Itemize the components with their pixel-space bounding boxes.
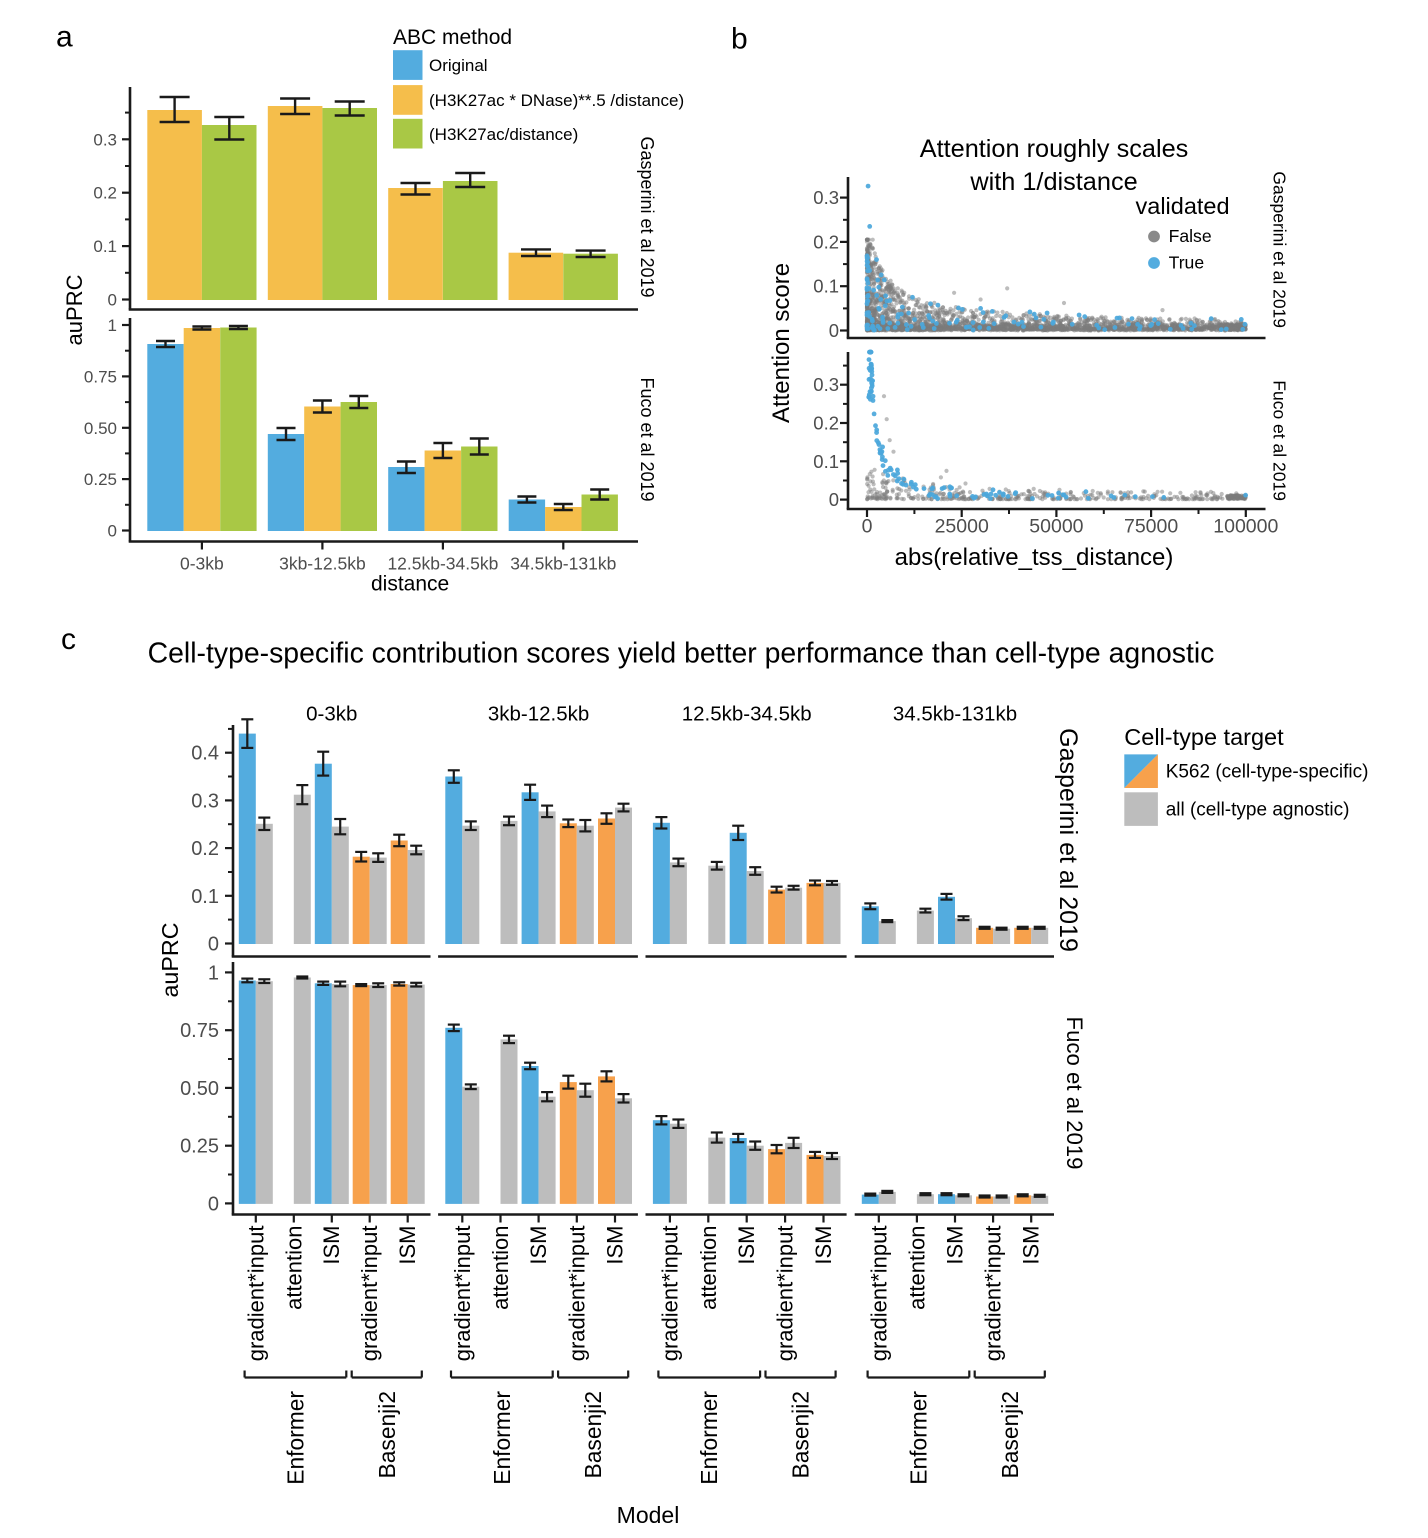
svg-text:0.3: 0.3 — [93, 130, 117, 149]
svg-text:0.1: 0.1 — [191, 886, 219, 908]
svg-text:a: a — [56, 21, 73, 54]
svg-text:0.50: 0.50 — [180, 1078, 219, 1100]
svg-text:gradient*input: gradient*input — [243, 1226, 268, 1362]
svg-text:0.75: 0.75 — [84, 367, 117, 386]
svg-text:gradient*input: gradient*input — [773, 1226, 798, 1362]
svg-text:0: 0 — [208, 934, 219, 956]
svg-text:12.5kb-34.5kb: 12.5kb-34.5kb — [387, 554, 498, 574]
svg-text:ISM: ISM — [319, 1226, 344, 1265]
svg-text:25000: 25000 — [935, 516, 989, 538]
svg-text:gradient*input: gradient*input — [866, 1226, 891, 1362]
svg-text:0.50: 0.50 — [84, 419, 117, 438]
svg-text:3kb-12.5kb: 3kb-12.5kb — [488, 703, 589, 726]
svg-text:75000: 75000 — [1124, 516, 1178, 538]
svg-text:attention: attention — [904, 1226, 929, 1310]
svg-text:(H3K27ac * DNase)**.5 /distanc: (H3K27ac * DNase)**.5 /distance) — [429, 91, 684, 110]
svg-text:1: 1 — [208, 962, 219, 984]
svg-text:ABC method: ABC method — [393, 26, 512, 49]
svg-text:auPRC: auPRC — [157, 922, 183, 997]
svg-text:0.2: 0.2 — [93, 184, 117, 203]
svg-text:auPRC: auPRC — [62, 274, 87, 345]
svg-text:Basenji2: Basenji2 — [788, 1391, 814, 1478]
svg-text:ISM: ISM — [1019, 1226, 1044, 1265]
svg-text:True: True — [1169, 252, 1205, 272]
svg-text:0: 0 — [108, 522, 117, 541]
svg-text:ISM: ISM — [943, 1226, 968, 1265]
svg-text:K562 (cell-type-specific): K562 (cell-type-specific) — [1166, 762, 1369, 783]
svg-text:Fuco et al 2019: Fuco et al 2019 — [637, 377, 657, 501]
svg-text:0.3: 0.3 — [813, 187, 839, 208]
svg-text:0.2: 0.2 — [191, 838, 219, 860]
svg-text:ISM: ISM — [811, 1226, 836, 1265]
svg-text:Fuco et al 2019: Fuco et al 2019 — [1270, 380, 1290, 501]
svg-text:Enformer: Enformer — [489, 1391, 515, 1485]
svg-text:False: False — [1169, 226, 1212, 246]
svg-text:Attention roughly scales: Attention roughly scales — [920, 135, 1189, 163]
svg-text:ISM: ISM — [526, 1226, 551, 1265]
svg-text:Model: Model — [617, 1502, 680, 1528]
svg-text:0.1: 0.1 — [93, 237, 117, 256]
svg-text:attention: attention — [281, 1226, 306, 1310]
svg-text:12.5kb-34.5kb: 12.5kb-34.5kb — [682, 703, 812, 726]
svg-text:100000: 100000 — [1213, 516, 1278, 538]
svg-text:50000: 50000 — [1029, 516, 1083, 538]
svg-text:c: c — [61, 623, 76, 656]
svg-text:gradient*input: gradient*input — [981, 1226, 1006, 1362]
svg-text:all (cell-type agnostic): all (cell-type agnostic) — [1166, 800, 1350, 821]
svg-text:0.2: 0.2 — [813, 413, 839, 434]
svg-text:34.5kb-131kb: 34.5kb-131kb — [893, 703, 1017, 726]
svg-text:1: 1 — [108, 316, 117, 335]
svg-text:Attention score: Attention score — [768, 263, 795, 423]
svg-text:Enformer: Enformer — [906, 1391, 932, 1485]
svg-text:0.75: 0.75 — [180, 1020, 219, 1042]
svg-text:0.25: 0.25 — [84, 470, 117, 489]
svg-text:abs(relative_tss_distance): abs(relative_tss_distance) — [895, 544, 1174, 571]
svg-text:0.3: 0.3 — [191, 790, 219, 812]
svg-text:Gasperini et al 2019: Gasperini et al 2019 — [637, 136, 657, 297]
svg-text:Fuco et al 2019: Fuco et al 2019 — [1062, 1017, 1087, 1170]
svg-text:Gasperini et al 2019: Gasperini et al 2019 — [1054, 728, 1082, 952]
svg-text:validated: validated — [1136, 193, 1230, 219]
svg-text:Enformer: Enformer — [282, 1391, 308, 1485]
svg-text:0: 0 — [208, 1193, 219, 1215]
svg-text:gradient*input: gradient*input — [564, 1226, 589, 1362]
svg-text:gradient*input: gradient*input — [450, 1226, 475, 1362]
svg-text:Basenji2: Basenji2 — [374, 1391, 400, 1478]
svg-text:0.25: 0.25 — [180, 1136, 219, 1158]
svg-text:0-3kb: 0-3kb — [180, 554, 224, 574]
svg-text:attention: attention — [696, 1226, 721, 1310]
svg-text:Cell-type-specific contributio: Cell-type-specific contribution scores y… — [148, 638, 1215, 670]
svg-text:gradient*input: gradient*input — [357, 1226, 382, 1362]
svg-text:0.4: 0.4 — [191, 743, 219, 765]
svg-text:3kb-12.5kb: 3kb-12.5kb — [279, 554, 366, 574]
svg-text:0.1: 0.1 — [813, 451, 839, 472]
svg-text:Basenji2: Basenji2 — [997, 1391, 1023, 1478]
svg-text:ISM: ISM — [603, 1226, 628, 1265]
svg-text:34.5kb-131kb: 34.5kb-131kb — [510, 554, 616, 574]
svg-text:0-3kb: 0-3kb — [306, 703, 357, 726]
svg-text:Enformer: Enformer — [696, 1391, 722, 1485]
svg-text:(H3K27ac/distance): (H3K27ac/distance) — [429, 125, 578, 144]
svg-text:0: 0 — [108, 291, 117, 310]
svg-text:Original: Original — [429, 56, 488, 75]
svg-text:0.3: 0.3 — [813, 374, 839, 395]
svg-text:0.1: 0.1 — [813, 276, 839, 297]
svg-text:Basenji2: Basenji2 — [580, 1391, 606, 1478]
svg-text:Cell-type target: Cell-type target — [1124, 724, 1284, 750]
svg-text:0: 0 — [829, 489, 839, 510]
svg-text:b: b — [731, 23, 748, 56]
svg-text:ISM: ISM — [395, 1226, 420, 1265]
svg-text:with 1/distance: with 1/distance — [969, 168, 1137, 196]
svg-text:gradient*input: gradient*input — [657, 1226, 682, 1362]
svg-text:attention: attention — [488, 1226, 513, 1310]
svg-text:Gasperini et al 2019: Gasperini et al 2019 — [1270, 171, 1290, 328]
svg-text:0: 0 — [829, 320, 839, 341]
svg-text:0.2: 0.2 — [813, 231, 839, 252]
svg-text:0: 0 — [862, 516, 873, 538]
svg-text:ISM: ISM — [734, 1226, 759, 1265]
svg-text:distance: distance — [371, 573, 449, 596]
